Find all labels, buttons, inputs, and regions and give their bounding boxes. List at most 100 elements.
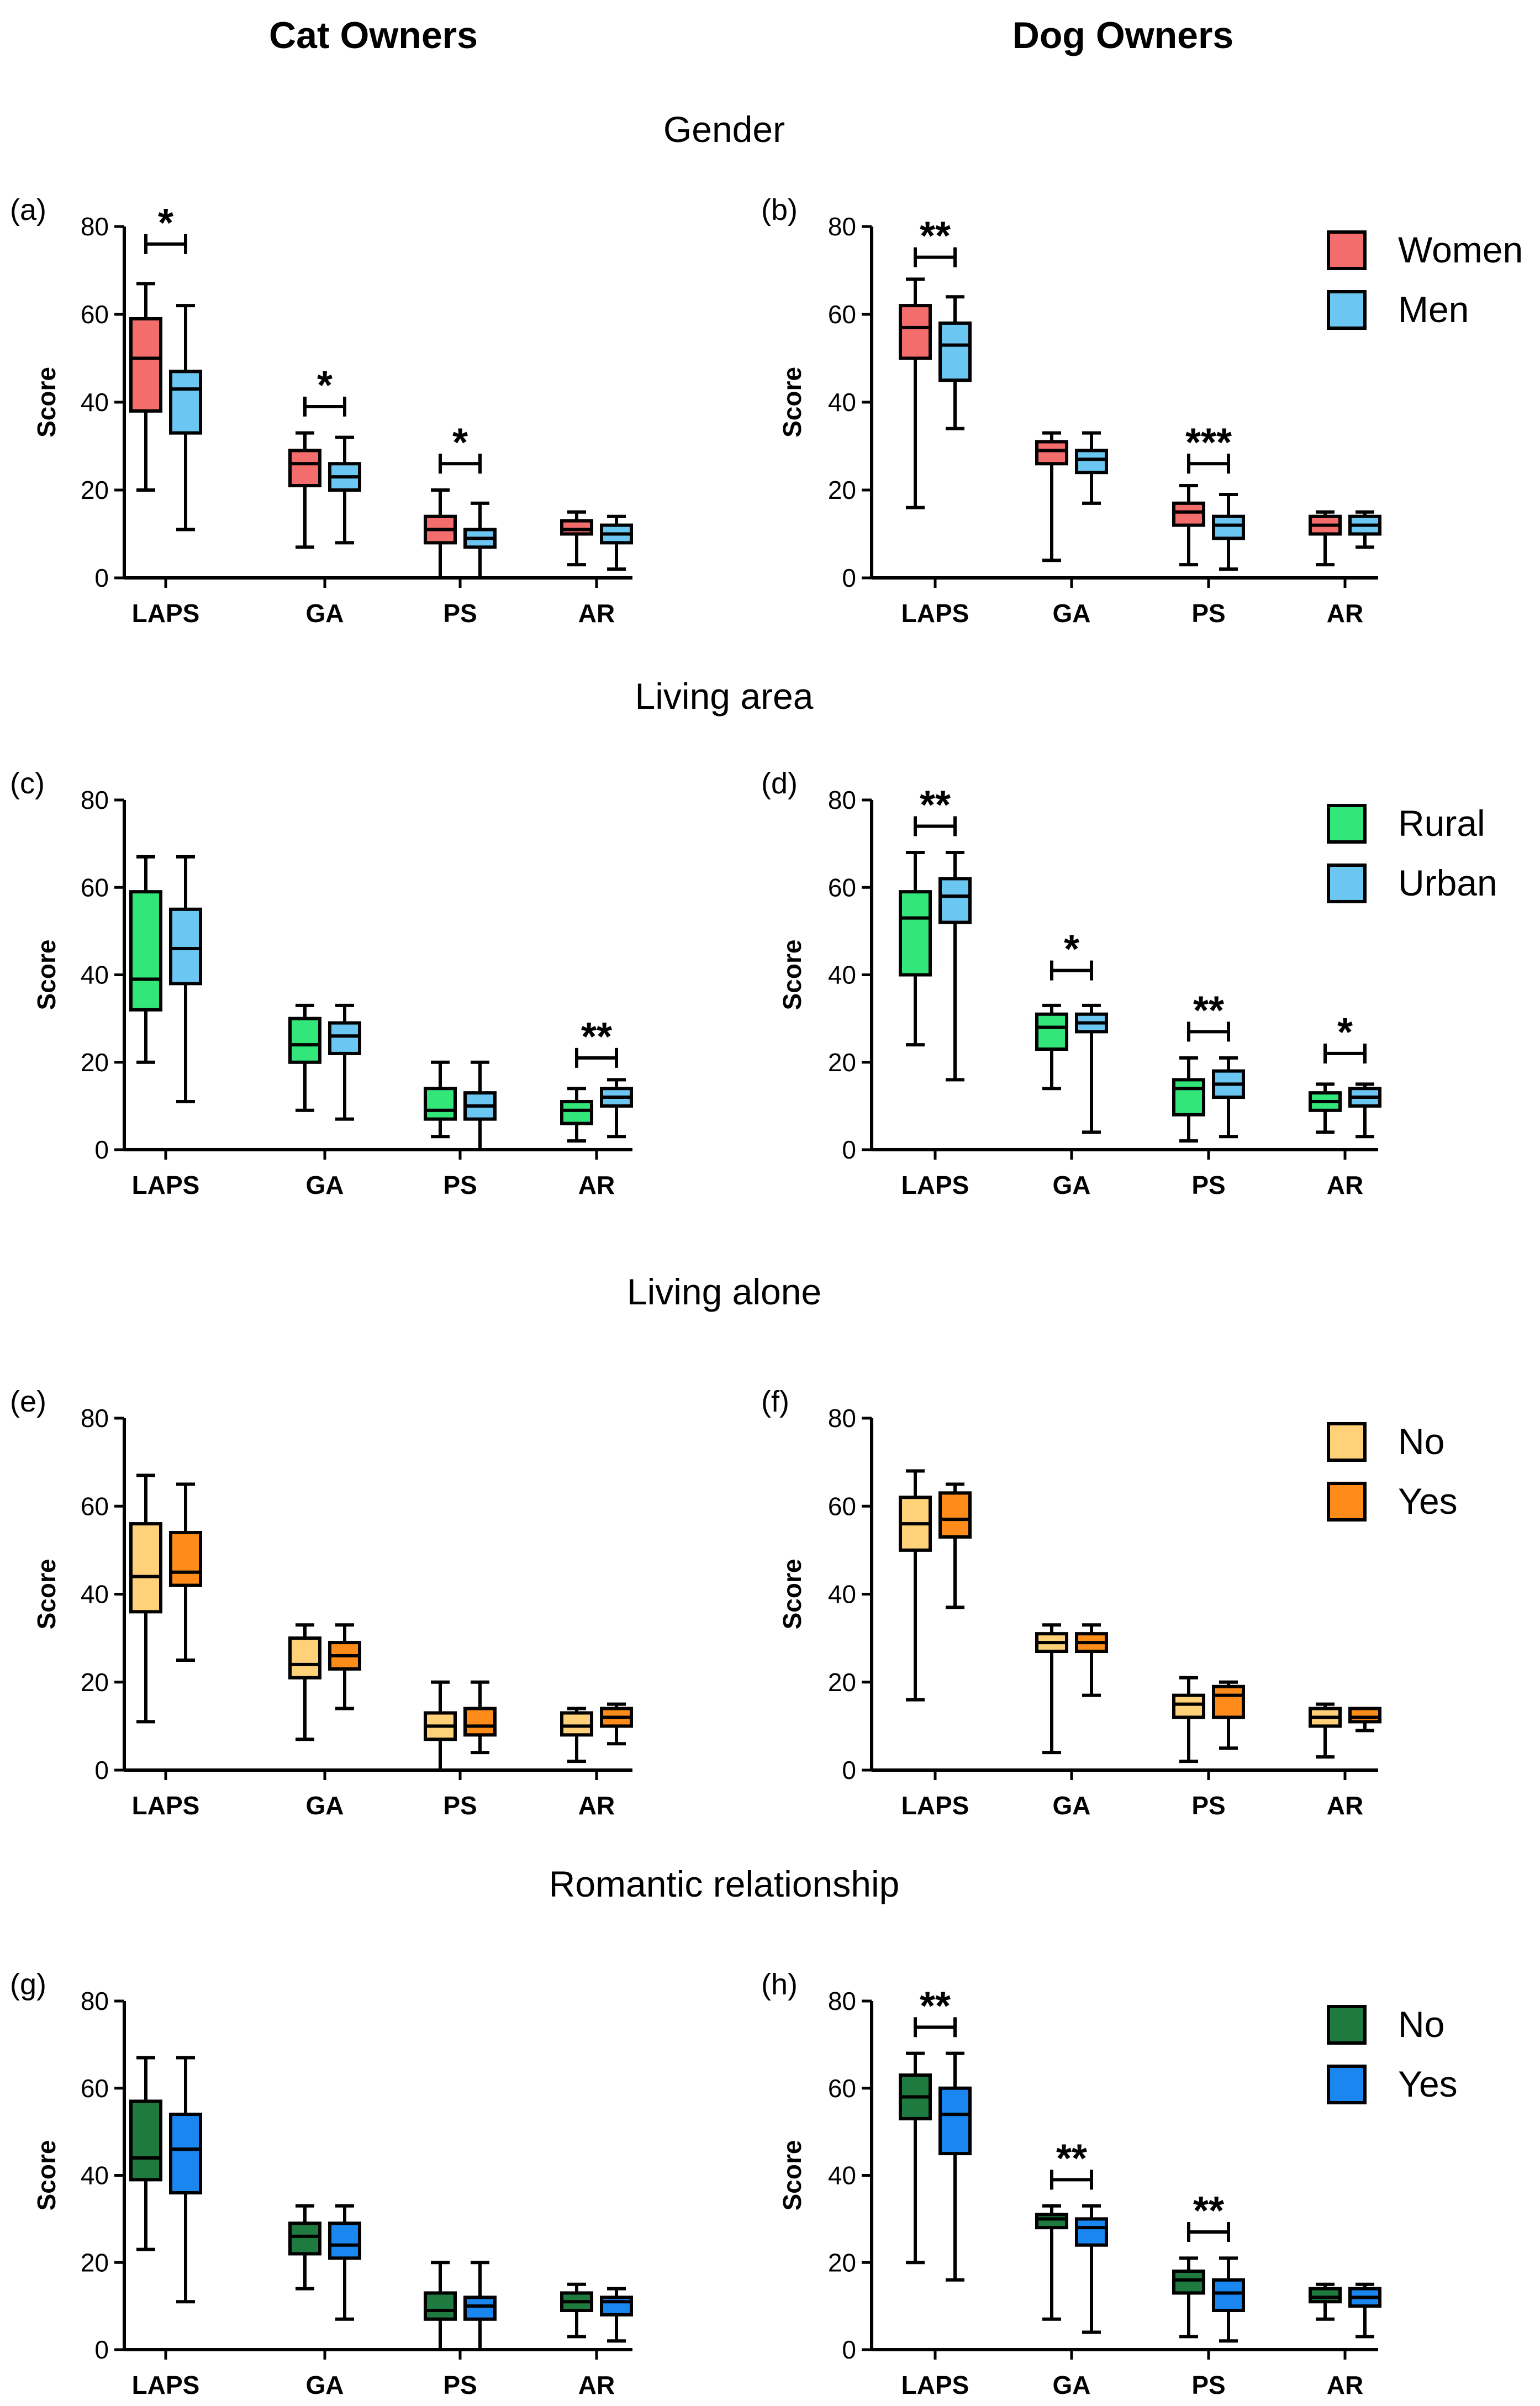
box-yes-ps — [463, 2261, 497, 2351]
significance-ps: ** — [1187, 988, 1230, 1042]
y-tick-label: 20 — [81, 476, 109, 504]
significance-ps: * — [439, 420, 482, 474]
x-tick-label: LAPS — [901, 2371, 969, 2399]
box-urban-ar — [600, 1078, 633, 1139]
x-tick-label: PS — [1191, 2371, 1225, 2399]
box-iqr — [328, 2221, 361, 2260]
legend-item-no: No — [1327, 2004, 1444, 2045]
box-urban-laps — [169, 855, 202, 1103]
box-iqr — [1172, 1078, 1205, 1117]
x-tick-label: PS — [1191, 599, 1225, 628]
box-rural-laps — [129, 855, 162, 1064]
y-tick-label: 60 — [828, 2074, 856, 2103]
box-iqr — [463, 2296, 497, 2321]
box-urban-laps — [938, 850, 972, 1082]
panel-h: (h) 0 20 40 60 80 Score LAPS GA PS AR ** ** ** No Yes — [761, 1968, 1458, 2399]
x-tick-label: PS — [1191, 1171, 1225, 1199]
box-no-ps — [424, 2261, 457, 2351]
box-women-ar — [560, 510, 593, 567]
x-tick-label: AR — [578, 1171, 615, 1199]
box-urban-ga — [328, 1003, 361, 1121]
box-no-laps — [129, 2056, 162, 2251]
box-women-ar — [1309, 510, 1342, 567]
box-iqr — [288, 2221, 321, 2256]
box-iqr — [129, 2099, 162, 2182]
box-iqr — [1348, 1707, 1381, 1724]
panel-label: (e) — [10, 1385, 46, 1418]
box-iqr — [560, 1711, 593, 1737]
box-yes-laps — [169, 1482, 202, 1662]
x-tick-label: PS — [443, 2371, 477, 2399]
y-axis-label: Score — [778, 367, 806, 438]
y-tick-label: 0 — [94, 564, 109, 592]
significance-laps: ** — [914, 214, 957, 267]
column-title-cat-owners: Cat Owners — [269, 14, 478, 56]
x-tick-label: GA — [306, 1171, 344, 1199]
y-tick-label: 80 — [828, 1404, 856, 1433]
box-rural-laps — [899, 850, 932, 1047]
box-yes-ar — [1348, 2282, 1381, 2339]
box-iqr — [169, 370, 202, 435]
panel-label: (c) — [10, 767, 45, 800]
box-no-ar — [1309, 1702, 1342, 1759]
box-urban-ar — [1348, 1082, 1381, 1139]
box-no-ga — [288, 1623, 321, 1741]
box-iqr — [938, 321, 972, 382]
y-axis-label: Score — [32, 367, 61, 438]
significance-ga: ** — [1050, 2136, 1093, 2190]
significance-label: * — [1337, 1010, 1353, 1055]
legend-item-rural: Rural — [1327, 803, 1485, 844]
box-iqr — [899, 304, 932, 360]
legend-item-men: Men — [1327, 289, 1469, 330]
legend-label: Urban — [1398, 862, 1497, 903]
box-no-laps — [899, 1469, 932, 1702]
panel-label: (b) — [761, 193, 798, 227]
box-iqr — [1035, 1012, 1068, 1051]
box-iqr — [129, 890, 162, 1012]
box-men-ar — [1348, 510, 1381, 549]
box-men-ar — [600, 514, 633, 571]
box-iqr — [899, 890, 932, 977]
y-tick-label: 20 — [828, 1668, 856, 1697]
box-urban-ps — [463, 1060, 497, 1151]
box-yes-laps — [938, 1482, 972, 1609]
x-tick-label: LAPS — [901, 599, 969, 628]
box-iqr — [1212, 514, 1245, 540]
x-tick-label: LAPS — [132, 1171, 200, 1199]
y-tick-label: 20 — [81, 2248, 109, 2277]
y-tick-label: 40 — [81, 1580, 109, 1609]
y-tick-label: 20 — [828, 2248, 856, 2277]
box-yes-ga — [1075, 1623, 1108, 1697]
box-yes-ps — [463, 1680, 497, 1755]
box-no-laps — [899, 2051, 932, 2265]
x-tick-label: GA — [1053, 1791, 1091, 1820]
panel-label: (g) — [10, 1968, 46, 2001]
y-tick-label: 80 — [81, 212, 109, 241]
x-tick-label: LAPS — [132, 2371, 200, 2399]
y-tick-label: 0 — [842, 1756, 856, 1784]
x-tick-label: PS — [443, 1791, 477, 1820]
legend-label: Yes — [1398, 1481, 1458, 1521]
box-iqr — [328, 1021, 361, 1055]
panel-e: (e) 0 20 40 60 80 Score LAPS GA PS AR — [10, 1385, 633, 1820]
box-yes-ps — [1212, 2256, 1245, 2343]
y-tick-label: 20 — [81, 1048, 109, 1077]
row-title-romantic-relationship: Romantic relationship — [549, 1863, 900, 1904]
x-tick-label: GA — [1053, 1171, 1091, 1199]
x-tick-label: GA — [1053, 599, 1091, 628]
y-tick-label: 80 — [828, 212, 856, 241]
box-rural-ps — [1172, 1056, 1205, 1143]
significance-label: *** — [1185, 420, 1232, 465]
y-tick-label: 60 — [81, 2074, 109, 2103]
y-tick-label: 60 — [81, 300, 109, 329]
significance-ga: * — [303, 364, 346, 417]
box-iqr — [560, 519, 593, 536]
x-tick-label: GA — [306, 2371, 344, 2399]
panel-g: (g) 0 20 40 60 80 Score LAPS GA PS AR — [10, 1968, 633, 2399]
panel-label: (f) — [761, 1385, 789, 1418]
box-no-ga — [288, 2204, 321, 2291]
legend-item-yes: Yes — [1327, 1481, 1458, 1521]
row-title-gender: Gender — [663, 109, 785, 150]
y-tick-label: 0 — [94, 2335, 109, 2364]
box-no-ga — [1035, 1623, 1068, 1755]
